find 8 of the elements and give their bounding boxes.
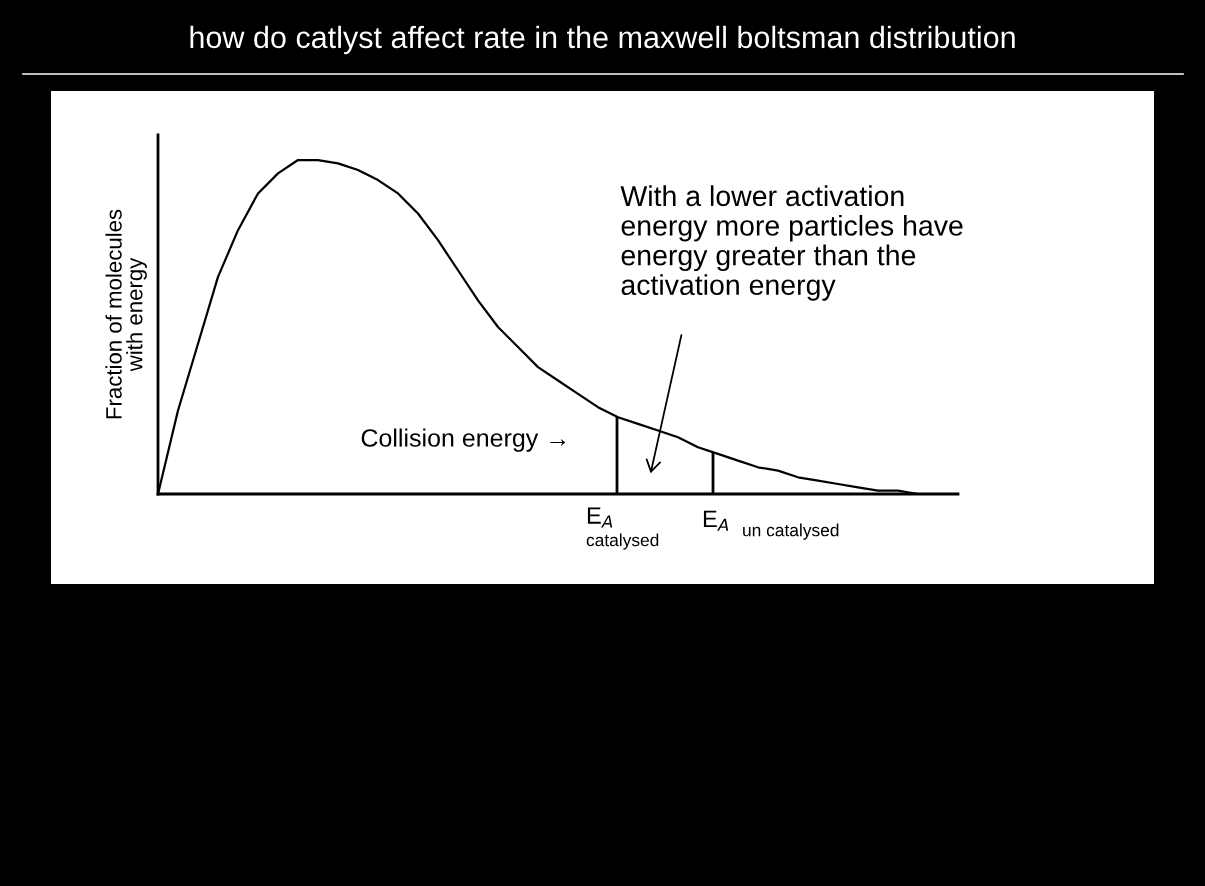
chart-title: how do catlyst affect rate in the maxwell boltsman distribution xyxy=(190,25,1015,55)
text: E$_{A}$ xyxy=(587,507,613,528)
text: E$_{A}$ xyxy=(703,510,729,531)
text: un catalysed xyxy=(743,523,839,540)
annotation: With a lower activation energy more particles have energy greater than the activation energy xyxy=(620,185,963,301)
annotation: Collision energy → xyxy=(361,428,566,452)
y-axis-title: Fraction of molecules with energy xyxy=(105,209,147,419)
text: catalysed xyxy=(586,533,659,550)
